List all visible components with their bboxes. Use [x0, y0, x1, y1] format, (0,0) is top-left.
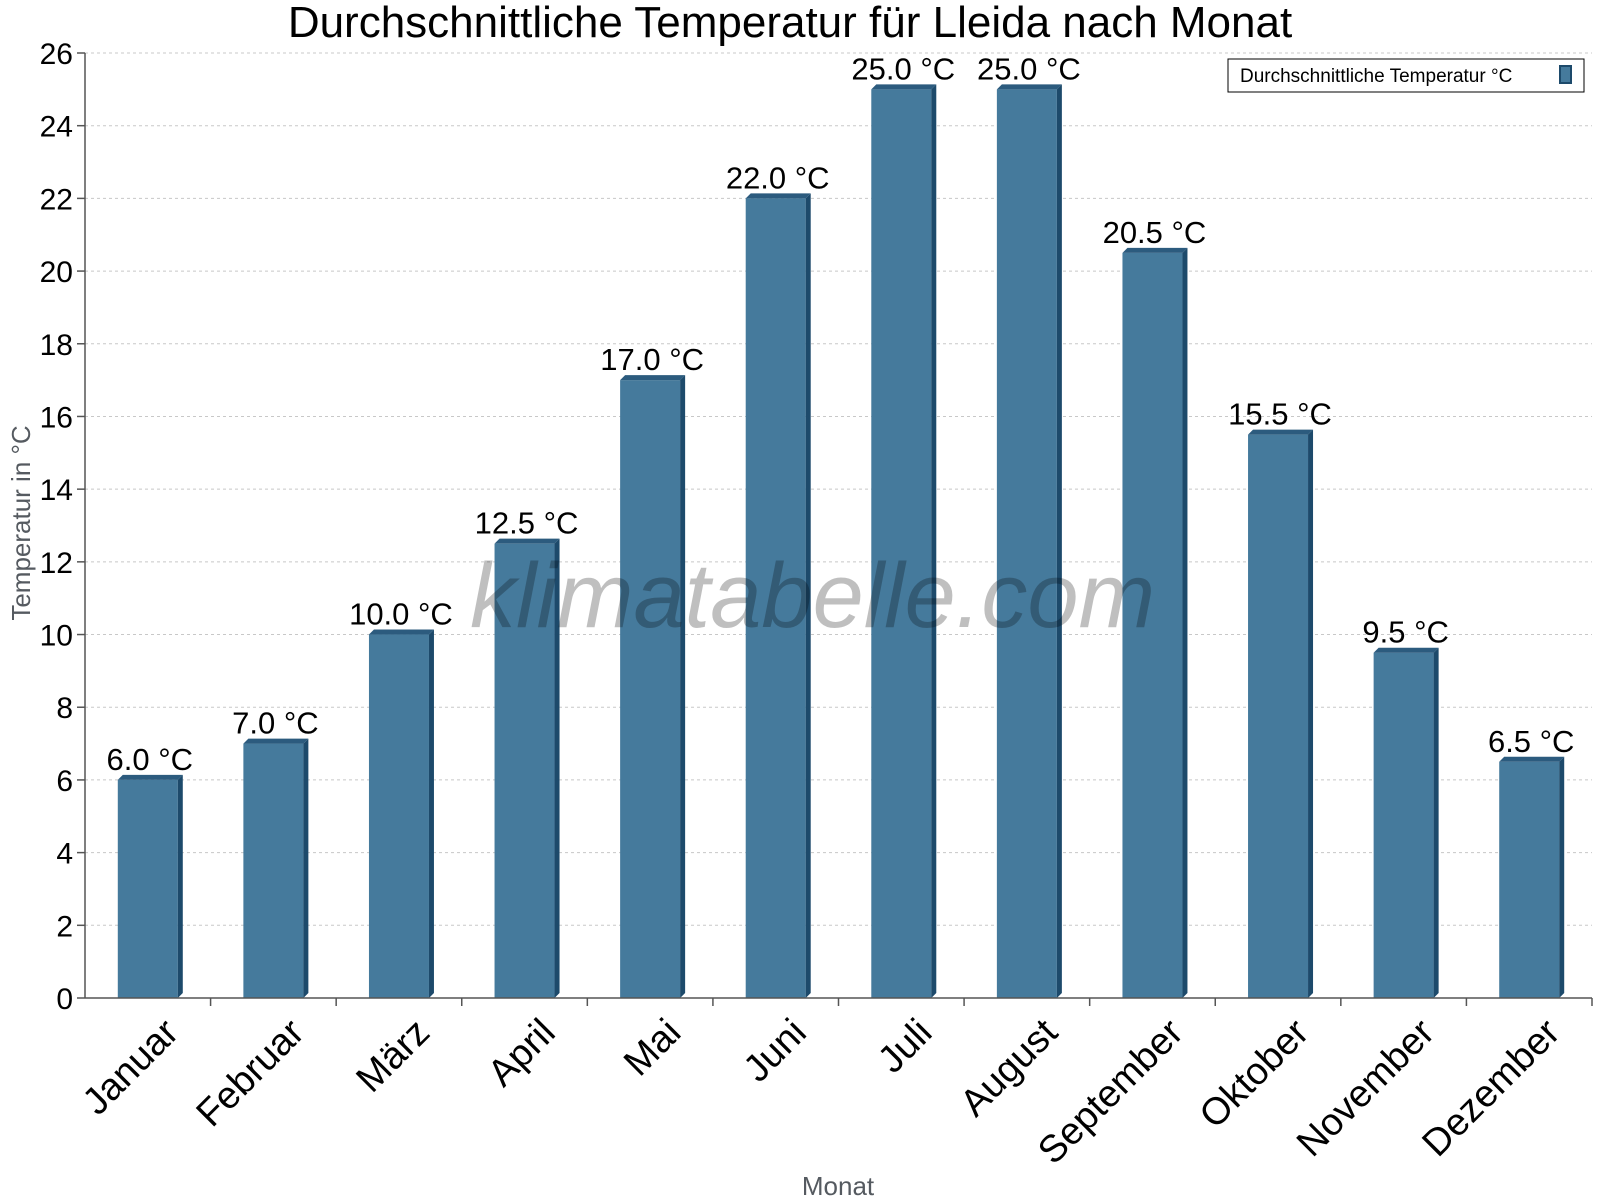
- y-tick-label: 22: [40, 183, 73, 216]
- bar-value-label: 9.5 °C: [1362, 615, 1449, 650]
- bar-value-label: 12.5 °C: [475, 506, 579, 541]
- bar: [1499, 761, 1560, 998]
- bar-side: [554, 538, 560, 998]
- bar: [1373, 652, 1434, 998]
- bar-side: [680, 375, 686, 999]
- bar-top: [620, 375, 686, 381]
- bar-side: [428, 629, 434, 998]
- bar-side: [177, 774, 183, 998]
- y-tick-label: 10: [40, 620, 73, 653]
- bar-top: [871, 84, 937, 90]
- bar-value-label: 22.0 °C: [726, 160, 830, 195]
- bar: [368, 634, 429, 998]
- bar: [996, 89, 1057, 999]
- bar-value-label: 7.0 °C: [232, 706, 319, 741]
- y-tick-label: 4: [56, 838, 73, 871]
- y-tick-label: 16: [40, 401, 73, 434]
- bar-labels-group: 6.0 °C 7.0 °C 10.0 °C 12.5 °C 17.0 °C 22.0 °C…: [107, 51, 1575, 777]
- legend: Durchschnittliche Temperatur °C: [1227, 58, 1585, 93]
- y-tick-label: 6: [56, 765, 73, 798]
- bar-top: [368, 629, 434, 635]
- bar-side: [805, 193, 811, 998]
- bar-top: [1499, 756, 1565, 762]
- x-tick-label: November: [1289, 1011, 1443, 1165]
- y-tick-label: 20: [40, 256, 73, 289]
- y-tick-label: 14: [40, 474, 73, 507]
- x-tick-label: April: [480, 1011, 563, 1094]
- y-tick-label: 8: [56, 692, 73, 725]
- bar-side: [1182, 247, 1188, 999]
- chart-title: Durchschnittliche Temperatur für Lleida …: [288, 0, 1292, 47]
- bar-side: [303, 738, 309, 998]
- bar-value-label: 17.0 °C: [600, 342, 704, 377]
- bar-top: [996, 84, 1062, 90]
- bar-value-label: 25.0 °C: [851, 51, 955, 86]
- bar-value-label: 20.5 °C: [1103, 215, 1207, 250]
- bar: [620, 380, 681, 999]
- y-tick-label: 24: [40, 111, 73, 144]
- bar-top: [1248, 429, 1314, 435]
- bar-top: [494, 538, 560, 544]
- x-tick-label: Januar: [75, 1011, 187, 1123]
- bar: [1122, 252, 1183, 999]
- bar: [1248, 434, 1309, 998]
- bar-top: [1122, 247, 1188, 253]
- bar-side: [1308, 429, 1314, 998]
- bar-top: [117, 774, 183, 780]
- y-tick-label: 0: [56, 983, 73, 1016]
- bar-side: [1559, 756, 1565, 998]
- bar-top: [1373, 647, 1439, 653]
- x-tick-label: August: [953, 1011, 1067, 1125]
- y-axis-label: Temperatur in °C: [6, 425, 36, 620]
- bar-value-label: 6.0 °C: [107, 742, 194, 777]
- y-tick-label: 2: [56, 910, 73, 943]
- x-tick-label: Juli: [870, 1011, 940, 1081]
- x-tick-label: Oktober: [1192, 1011, 1318, 1137]
- x-tick-label: Juni: [736, 1011, 815, 1090]
- bar: [871, 89, 932, 999]
- legend-label: Durchschnittliche Temperatur °C: [1240, 66, 1512, 87]
- bar: [117, 779, 178, 998]
- x-axis-label: Monat: [802, 1171, 875, 1200]
- bar-side: [1433, 647, 1439, 998]
- x-tick-labels: Januar Februar März April Mai Juni Juli AugustS…: [75, 998, 1593, 1172]
- bar-side: [1056, 84, 1062, 999]
- y-tick-label: 18: [40, 329, 73, 362]
- x-tick-label: Februar: [189, 1011, 313, 1135]
- bar: [243, 743, 304, 998]
- bar-top: [745, 193, 811, 199]
- bar-value-label: 10.0 °C: [349, 597, 453, 632]
- legend-box: [1227, 58, 1585, 93]
- bar: [745, 198, 806, 998]
- x-tick-label: Mai: [616, 1011, 689, 1084]
- x-tick-label: Dezember: [1415, 1011, 1569, 1165]
- bar: [494, 543, 555, 998]
- bar-value-label: 6.5 °C: [1488, 724, 1575, 759]
- y-tick-label: 12: [40, 547, 73, 580]
- bar-value-label: 25.0 °C: [977, 51, 1081, 86]
- bar-top: [243, 738, 309, 744]
- x-tick-label: März: [349, 1011, 438, 1100]
- grid-lines: [85, 52, 1592, 926]
- watermark: klimatabelle.com: [470, 545, 1155, 647]
- legend-swatch: [1559, 65, 1572, 84]
- bar-side: [931, 84, 937, 999]
- y-tick-label: 26: [40, 38, 73, 71]
- bar-value-label: 15.5 °C: [1228, 397, 1332, 432]
- bars-group: [117, 84, 1565, 999]
